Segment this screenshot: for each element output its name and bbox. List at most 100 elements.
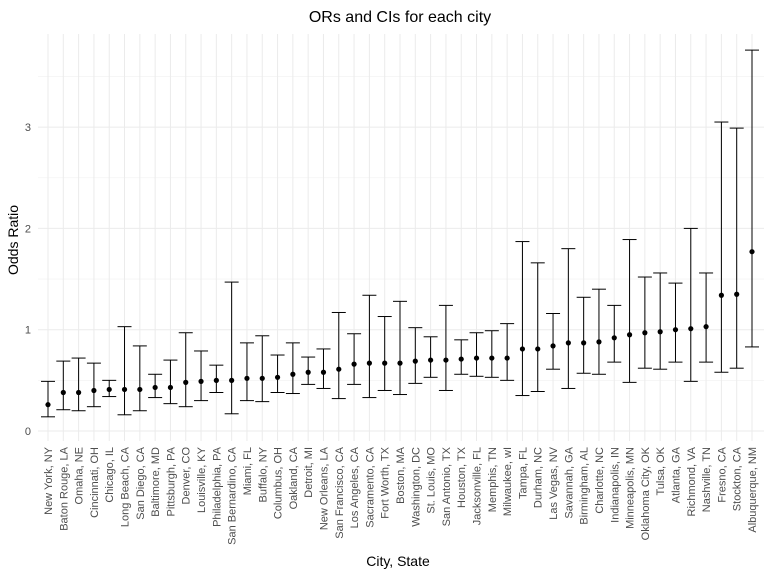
x-tick-label: Indianapolis, IN (609, 447, 621, 523)
odds-ratio-point (351, 362, 356, 367)
odds-ratio-point (244, 376, 249, 381)
x-tick-label: New York, NY (43, 446, 55, 515)
odds-ratio-point (275, 375, 280, 380)
odds-ratio-point (505, 355, 510, 360)
error-bar (592, 289, 606, 374)
odds-ratio-point (183, 380, 188, 385)
y-tick-label: 2 (25, 223, 31, 235)
x-tick-label: San Bernardino, CA (227, 446, 239, 544)
x-tick-label: Tampa, FL (517, 447, 529, 499)
y-axis-title: Odds Ratio (5, 205, 21, 275)
x-tick-label: Buffalo, NY (257, 446, 269, 502)
error-bar (668, 283, 682, 362)
error-bar (118, 327, 132, 415)
odds-ratio-point (596, 339, 601, 344)
error-bar (638, 277, 652, 368)
odds-ratio-point (627, 332, 632, 337)
odds-ratio-point (581, 340, 586, 345)
x-tick-label: Fort Worth, TX (380, 446, 392, 518)
error-bar (454, 340, 468, 374)
x-tick-label: Las Vegas, NV (548, 446, 560, 519)
error-bar (408, 328, 422, 384)
x-tick-label: Atlanta, GA (670, 446, 682, 503)
x-tick-label: Chicago, IL (104, 447, 116, 503)
error-bar (653, 273, 667, 369)
x-tick-label: Durham, NC (533, 447, 545, 508)
odds-ratio-point (719, 293, 724, 298)
error-bar (362, 295, 376, 397)
odds-ratio-point (550, 343, 555, 348)
odds-ratio-point (459, 356, 464, 361)
odds-ratio-point (413, 359, 418, 364)
error-bar (194, 351, 208, 401)
error-bar (424, 337, 438, 378)
odds-ratio-point (734, 292, 739, 297)
odds-ratio-point (336, 367, 341, 372)
x-tick-label: Baton Rouge, LA (58, 446, 70, 530)
x-tick-label: New Orleans, LA (318, 446, 330, 530)
x-tick-label: San Diego, CA (135, 446, 147, 519)
x-tick-label: Richmond, VA (686, 446, 698, 516)
odds-ratio-point (321, 370, 326, 375)
error-bar (316, 349, 330, 389)
x-tick-label: Louisville, KY (196, 446, 208, 513)
error-bar (699, 273, 713, 362)
odds-ratio-point (306, 370, 311, 375)
error-bar (255, 336, 269, 402)
error-bar (561, 249, 575, 389)
error-bar (271, 355, 285, 392)
x-tick-label: Sacramento, CA (364, 446, 376, 527)
error-bar (102, 380, 116, 396)
error-bar (209, 365, 223, 392)
error-bar (439, 305, 453, 390)
error-bar (286, 343, 300, 394)
odds-ratio-point (535, 346, 540, 351)
y-tick-label: 3 (25, 122, 31, 134)
x-tick-label: Long Beach, CA (120, 446, 132, 527)
odds-ratio-point (658, 329, 663, 334)
error-bar (546, 313, 560, 369)
error-bar (745, 50, 759, 347)
odds-ratio-point (198, 379, 203, 384)
x-tick-label: Birmingham, AL (579, 447, 591, 525)
x-tick-label: Fresno, CA (716, 446, 728, 502)
x-tick-label: Denver, CO (181, 447, 193, 505)
error-bar (347, 334, 361, 385)
error-bar (730, 128, 744, 368)
x-tick-label: Omaha, NE (74, 447, 86, 504)
x-tick-label: Milwaukee, wI (502, 447, 514, 516)
error-bar (607, 305, 621, 362)
odds-ratio-point (688, 326, 693, 331)
x-tick-label: Cincinnati, OH (89, 447, 101, 518)
x-tick-label: Savannah, GA (563, 446, 575, 518)
odds-ratio-point (91, 388, 96, 393)
error-bar (485, 331, 499, 378)
odds-ratio-point (428, 357, 433, 362)
x-tick-label: Tulsa, OK (655, 446, 667, 495)
odds-ratio-point (45, 402, 50, 407)
error-bar (623, 240, 637, 383)
x-tick-label: Nashville, TN (701, 447, 713, 512)
x-tick-label: Stockton, CA (732, 446, 744, 511)
y-axis: 0 1 2 3 (25, 122, 31, 438)
error-bar (240, 343, 254, 401)
error-bar (87, 363, 101, 407)
x-tick-label: Houston, TX (456, 446, 468, 508)
error-bar (56, 361, 70, 410)
x-tick-label: St. Louis, MO (426, 447, 438, 514)
odds-ratio-point (443, 357, 448, 362)
error-bar (500, 324, 514, 381)
error-bar (148, 374, 162, 397)
error-bar (515, 242, 529, 396)
odds-ratio-point (214, 378, 219, 383)
odds-ratio-point (122, 387, 127, 392)
grid (38, 34, 764, 441)
x-tick-label: Oakland, CA (288, 446, 300, 509)
error-bar (378, 317, 392, 391)
y-tick-label: 0 (25, 426, 31, 438)
odds-ratio-point (642, 330, 647, 335)
x-tick-label: Boston, MA (395, 446, 407, 504)
error-bar (41, 381, 55, 416)
odds-ratio-point (367, 361, 372, 366)
odds-ratio-point (612, 335, 617, 340)
